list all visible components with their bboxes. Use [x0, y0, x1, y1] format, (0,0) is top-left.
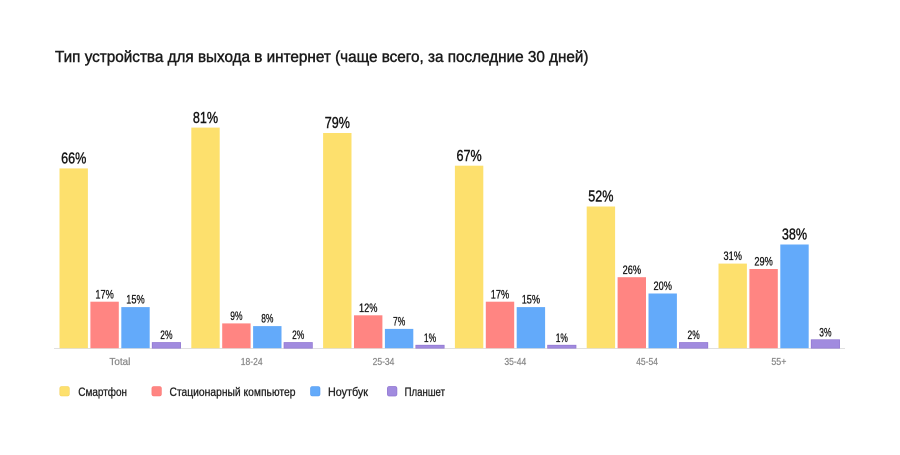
svg-text:1%: 1%	[556, 332, 568, 345]
svg-text:52%: 52%	[588, 189, 614, 206]
svg-text:Смартфон: Смартфон	[78, 385, 127, 399]
svg-text:18-24: 18-24	[241, 356, 263, 368]
svg-text:15%: 15%	[126, 294, 144, 307]
svg-text:29%: 29%	[754, 256, 772, 269]
svg-text:8%: 8%	[261, 313, 273, 326]
svg-text:Тип устройства для выхода в ин: Тип устройства для выхода в интернет (ча…	[55, 49, 589, 66]
svg-text:12%: 12%	[359, 302, 377, 315]
svg-text:20%: 20%	[654, 280, 672, 293]
svg-text:45-54: 45-54	[636, 356, 658, 368]
svg-text:2%: 2%	[160, 329, 172, 342]
svg-text:17%: 17%	[95, 288, 113, 301]
svg-text:15%: 15%	[522, 294, 540, 307]
svg-text:55+: 55+	[771, 356, 786, 368]
svg-text:Total: Total	[109, 356, 130, 368]
svg-text:81%: 81%	[193, 110, 219, 127]
svg-text:9%: 9%	[230, 310, 242, 323]
svg-text:Планшет: Планшет	[405, 385, 446, 399]
svg-text:3%: 3%	[819, 326, 831, 339]
svg-text:35-44: 35-44	[504, 356, 526, 368]
svg-text:66%: 66%	[61, 151, 87, 168]
svg-text:31%: 31%	[724, 250, 742, 263]
svg-text:7%: 7%	[393, 316, 405, 329]
svg-text:38%: 38%	[782, 227, 808, 244]
svg-text:17%: 17%	[491, 288, 509, 301]
svg-text:2%: 2%	[688, 329, 700, 342]
svg-text:2%: 2%	[292, 329, 304, 342]
svg-text:25-34: 25-34	[373, 356, 395, 368]
svg-text:Стационарный компьютер: Стационарный компьютер	[170, 385, 296, 399]
svg-text:1%: 1%	[424, 332, 436, 345]
svg-text:Ноутбук: Ноутбук	[328, 385, 369, 399]
svg-text:26%: 26%	[623, 264, 641, 277]
svg-text:79%: 79%	[325, 115, 351, 132]
svg-text:67%: 67%	[457, 148, 483, 165]
